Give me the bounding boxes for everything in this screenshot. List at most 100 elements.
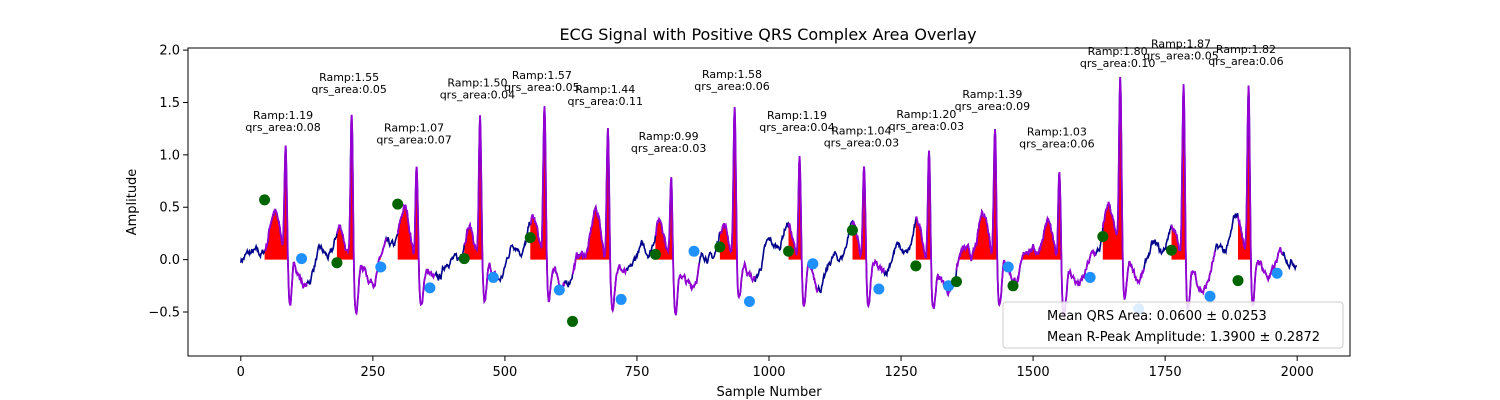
q-point-marker [331, 257, 343, 269]
qrs-segment-line [851, 166, 885, 309]
qrs-area-label: qrs_area:0.04 [440, 88, 515, 101]
qrs-area-fill [575, 128, 611, 260]
q-point-marker [524, 232, 536, 244]
q-point-marker [458, 253, 470, 265]
s-point-marker [743, 296, 755, 308]
qrs-segment-line [955, 128, 1015, 308]
r-amplitude-label: Ramp:1.20 [896, 108, 956, 121]
q-point-marker [1097, 231, 1109, 243]
r-amplitude-label: Ramp:1.82 [1216, 43, 1276, 56]
qrs-segment-line [914, 150, 955, 309]
s-point-marker [487, 271, 499, 283]
qrs-area-label: qrs_area:0.06 [1019, 138, 1094, 151]
r-amplitude-label: Ramp:1.19 [253, 109, 313, 122]
qrs-segment-line [529, 106, 566, 303]
x-tick-label: 1500 [1017, 365, 1050, 380]
y-tick-label: 1.0 [159, 148, 180, 163]
r-amplitude-label: Ramp:1.19 [767, 109, 827, 122]
x-tick-label: 1000 [752, 365, 785, 380]
qrs-segment-line [654, 177, 701, 316]
s-point-marker [1084, 271, 1096, 283]
q-point-marker [1232, 275, 1244, 287]
q-point-marker [910, 260, 922, 272]
x-tick-label: 2000 [1281, 365, 1314, 380]
s-point-marker [1271, 267, 1283, 279]
qrs-area-label: qrs_area:0.08 [245, 121, 320, 134]
x-axis-label: Sample Number [716, 385, 822, 400]
qrs-segment-line [396, 166, 436, 307]
s-point-marker [296, 253, 308, 265]
legend: Mean QRS Area: 0.0600 ± 0.0253 Mean R-Pe… [1002, 301, 1344, 349]
qrs-segment-line [1170, 84, 1217, 312]
ecg-lines [240, 76, 1298, 318]
qrs-segment-line [263, 145, 308, 306]
qrs-area-label: qrs_area:0.05 [504, 81, 579, 94]
s-point-marker [807, 258, 819, 270]
r-amplitude-label: Ramp:1.58 [702, 68, 762, 81]
q-point-marker [1165, 244, 1177, 256]
qrs-area-label: qrs_area:0.03 [631, 142, 706, 155]
qrs-segment-line [1012, 171, 1097, 318]
x-tick-label: 500 [492, 365, 517, 380]
legend-entry-r-peak: Mean R-Peak Amplitude: 1.3900 ± 0.2872 [1047, 330, 1320, 345]
r-amplitude-label: Ramp:1.50 [447, 76, 507, 89]
plot-area: Ramp:1.19qrs_area:0.08Ramp:1.55qrs_area:… [187, 38, 1351, 357]
y-axis: −0.5 0.0 0.5 1.0 1.5 2.0 [148, 44, 188, 321]
q-point-marker [392, 198, 404, 210]
qrs-segment-line [1101, 76, 1145, 300]
s-point-marker [424, 282, 436, 294]
x-axis: 0 250 500 750 1000 1250 1500 1750 2000 [237, 356, 1314, 380]
qrs-area-fill [1171, 84, 1187, 260]
q-point-marker [1007, 280, 1019, 292]
qrs-area-label: qrs_area:0.03 [824, 137, 899, 150]
s-point-marker [1204, 290, 1216, 302]
y-axis-label: Amplitude [125, 169, 140, 236]
x-tick-label: 1250 [884, 365, 917, 380]
qrs-area-label: qrs_area:0.05 [1143, 50, 1218, 63]
qrs-area-fill [1102, 77, 1123, 260]
qrs-segment-line [1237, 85, 1284, 307]
r-amplitude-label: Ramp:1.04 [831, 125, 891, 138]
qrs-area-fill [655, 177, 674, 260]
s-point-marker [1002, 261, 1014, 273]
qrs-area-label: qrs_area:0.06 [1208, 55, 1283, 68]
q-point-marker [951, 276, 963, 288]
qrs-area-fill [336, 114, 381, 260]
qrs-area-label: qrs_area:0.03 [889, 120, 964, 133]
x-tick-label: 1750 [1149, 365, 1182, 380]
s-point-marker [615, 293, 627, 305]
s-point-marker [375, 261, 387, 273]
q-point-marker [783, 245, 795, 257]
chart-title: ECG Signal with Positive QRS Complex Are… [559, 25, 976, 44]
qrs-segment-line [571, 128, 628, 314]
y-tick-label: 1.5 [159, 96, 180, 111]
x-tick-label: 750 [625, 365, 650, 380]
y-tick-label: 2.0 [159, 44, 180, 59]
r-amplitude-label: Ramp:1.44 [575, 83, 635, 96]
q-point-marker [567, 315, 579, 327]
qrs-segment-line [787, 155, 819, 307]
qrs-area-label: qrs_area:0.10 [1080, 57, 1155, 70]
x-tick-label: 250 [360, 365, 385, 380]
r-amplitude-label: Ramp:1.87 [1151, 38, 1211, 51]
s-point-marker [553, 284, 565, 296]
qrs-area-fill [264, 145, 289, 260]
qrs-segment-line [719, 107, 756, 300]
q-point-marker [259, 194, 271, 206]
qrs-area-label: qrs_area:0.05 [311, 83, 386, 96]
s-point-marker [688, 245, 700, 257]
q-point-marker [649, 248, 661, 260]
peak-annotations: Ramp:1.19qrs_area:0.08Ramp:1.55qrs_area:… [245, 38, 1283, 155]
q-point-marker [846, 224, 858, 236]
s-point-marker [873, 283, 885, 295]
r-amplitude-label: Ramp:1.03 [1027, 126, 1087, 139]
y-tick-label: 0.0 [159, 253, 180, 268]
qs-markers [259, 194, 1283, 327]
r-amplitude-label: Ramp:1.55 [319, 71, 379, 84]
legend-entry-qrs-area: Mean QRS Area: 0.0600 ± 0.0253 [1047, 309, 1267, 324]
r-amplitude-label: Ramp:1.39 [962, 88, 1022, 101]
qrs-area-label: qrs_area:0.07 [376, 134, 451, 147]
qrs-area-label: qrs_area:0.11 [568, 95, 643, 108]
r-amplitude-label: Ramp:0.99 [639, 130, 699, 143]
